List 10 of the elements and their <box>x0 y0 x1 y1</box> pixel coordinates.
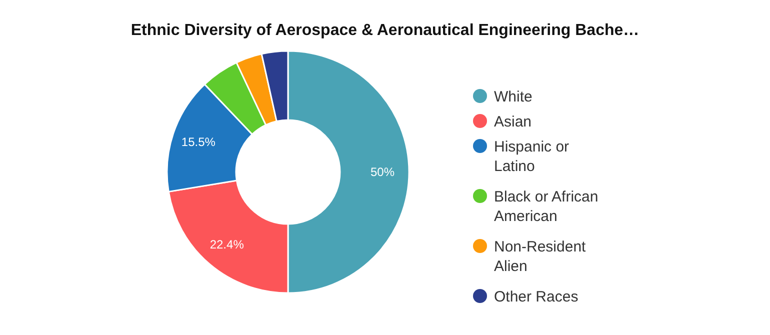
data-label: 50% <box>370 165 395 180</box>
legend-label: Asian <box>494 113 532 130</box>
legend-label: Other Races <box>494 288 578 306</box>
legend-label: Black or African American <box>494 188 598 225</box>
legend-label: Hispanic or Latino <box>494 138 570 175</box>
legend-label: White <box>494 88 532 106</box>
data-label: 22.4% <box>210 237 244 252</box>
legend-label: Non-Resident Alien <box>494 238 587 275</box>
chart-title: Ethnic Diversity of Aerospace & Aeronautical Engineering Bache… <box>130 22 640 39</box>
data-label: 15.5% <box>181 135 216 150</box>
